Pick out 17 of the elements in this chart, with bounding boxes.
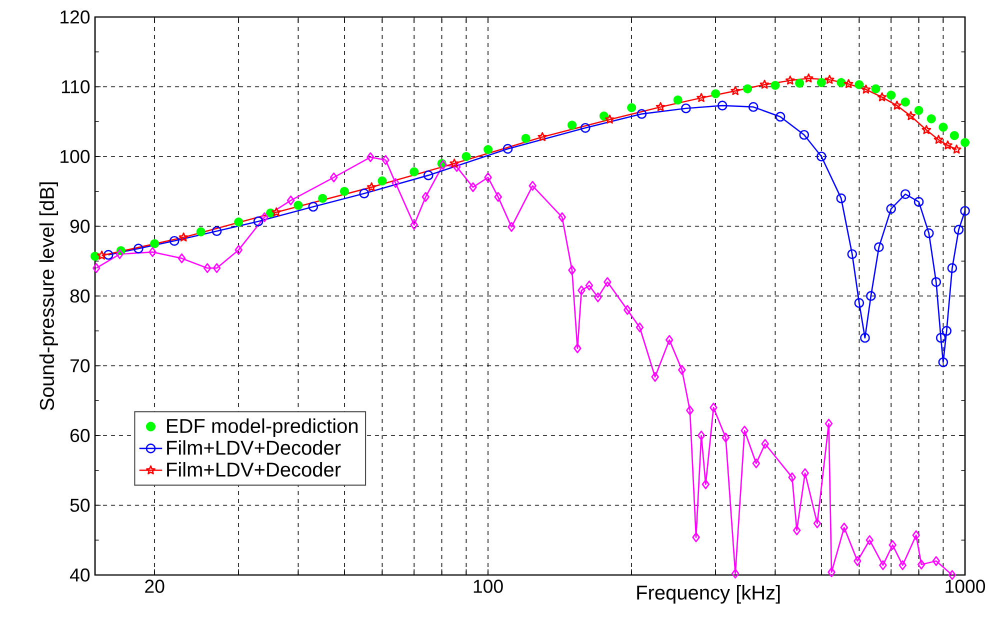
y-tick-label: 60 xyxy=(70,428,90,442)
y-tick-label: 40 xyxy=(70,568,90,582)
y-tick-label: 90 xyxy=(70,220,90,233)
x-tick-label: 100 xyxy=(474,580,503,593)
legend-label: Film+LDV+Decoder xyxy=(167,462,341,477)
y-tick-label: 110 xyxy=(62,80,90,94)
y-tick-label: 70 xyxy=(70,359,90,372)
y-tick-label: 100 xyxy=(60,150,90,164)
x-tick-label: 20 xyxy=(145,580,164,593)
y-tick-label: 50 xyxy=(70,498,90,512)
y-tick-label: 80 xyxy=(70,289,90,303)
x-axis-title: Frequency [kHz] xyxy=(637,585,780,604)
y-tick-label: 120 xyxy=(60,10,90,24)
y-axis-title: Sound-pressure level [dB] xyxy=(39,182,58,410)
legend-label: Film+LDV+Decoder xyxy=(167,440,341,455)
x-tick-label: 1000 xyxy=(946,580,986,593)
legend-label: EDF model-prediction xyxy=(167,418,358,437)
